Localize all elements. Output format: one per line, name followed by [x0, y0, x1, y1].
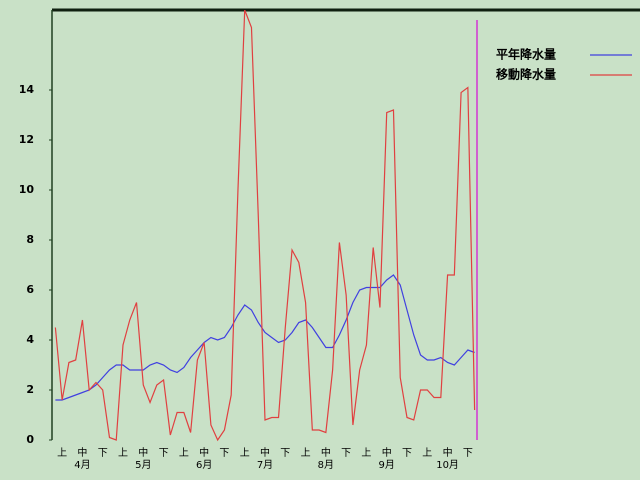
y-tick-label: 14	[19, 83, 35, 96]
x-tick-label: 中	[260, 446, 270, 459]
x-tick-label: 中	[443, 446, 453, 459]
x-tick-label: 下	[98, 448, 108, 459]
x-tick-label: 上	[361, 447, 371, 459]
month-label: 8月	[318, 459, 334, 471]
x-tick-label: 中	[138, 446, 148, 459]
y-tick-label: 0	[26, 433, 34, 446]
x-tick-label: 下	[159, 448, 169, 459]
series-line	[54, 10, 476, 442]
y-tick-label: 4	[26, 333, 34, 346]
x-tick-label: 下	[463, 448, 473, 459]
y-tick-label: 2	[26, 383, 34, 396]
month-label: 7月	[257, 459, 273, 471]
legend-label: 平年降水量	[496, 47, 556, 62]
x-tick-label: 下	[341, 448, 351, 459]
x-tick-label: 上	[179, 447, 189, 459]
x-tick-label: 下	[402, 448, 412, 459]
y-tick-label: 12	[19, 133, 34, 146]
y-tick-label: 8	[26, 233, 34, 246]
x-tick-label: 下	[280, 448, 290, 459]
x-tick-label: 中	[321, 446, 331, 459]
y-tick-label: 10	[19, 183, 35, 196]
x-tick-label: 上	[118, 447, 128, 459]
month-label: 10月	[436, 459, 459, 471]
x-tick-label: 中	[199, 446, 209, 459]
x-tick-label: 上	[301, 447, 311, 459]
x-tick-label: 上	[422, 447, 432, 459]
x-tick-label: 上	[57, 447, 67, 459]
month-label: 6月	[196, 459, 212, 471]
x-tick-label: 中	[382, 446, 392, 459]
legend-label: 移動降水量	[496, 67, 556, 82]
month-label: 5月	[135, 459, 151, 471]
x-tick-label: 上	[240, 447, 250, 459]
series-line	[55, 274, 475, 401]
y-tick-label: 6	[26, 283, 34, 296]
month-label: 4月	[74, 459, 90, 471]
plot	[54, 10, 476, 442]
month-label: 9月	[379, 459, 395, 471]
x-tick-label: 下	[219, 448, 229, 459]
x-tick-label: 中	[77, 446, 87, 459]
